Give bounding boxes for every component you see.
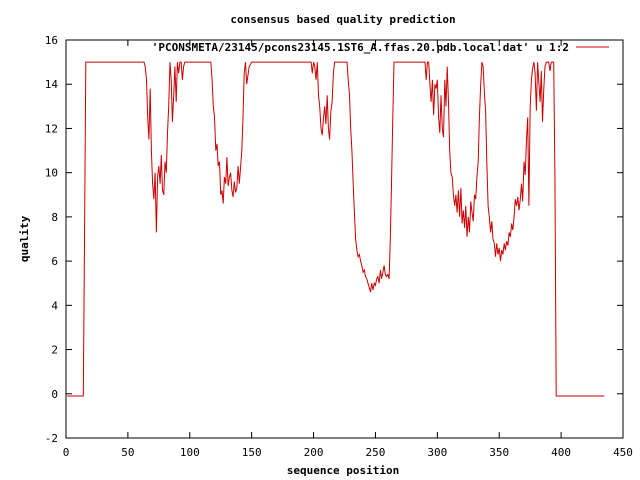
x-tick-label: 350	[489, 446, 509, 459]
x-tick-label: 200	[304, 446, 324, 459]
y-tick-label: 6	[51, 255, 58, 268]
plot-frame	[65, 39, 624, 439]
chart-title: consensus based quality prediction	[230, 13, 455, 26]
x-tick-label: 300	[427, 446, 447, 459]
x-tick-label: 450	[613, 446, 633, 459]
x-axis: 0 50 100 150 200 250 300 350 400 450	[63, 40, 633, 459]
y-axis-label: quality	[18, 215, 31, 262]
x-tick-label: 100	[180, 446, 200, 459]
y-tick-label: 14	[45, 78, 59, 91]
y-tick-label: 12	[45, 122, 58, 135]
x-tick-label: 250	[366, 446, 386, 459]
y-tick-label: 8	[51, 211, 58, 224]
y-axis: -2 0 2 4 6 8 10 12 14 16	[45, 34, 623, 445]
legend: 'PCONSMETA/23145/pcons23145.1ST6_A.ffas.…	[152, 41, 609, 54]
x-tick-label: 0	[63, 446, 70, 459]
y-tick-label: -2	[45, 432, 58, 445]
legend-entry-label: 'PCONSMETA/23145/pcons23145.1ST6_A.ffas.…	[152, 41, 569, 54]
y-tick-label: 0	[51, 388, 58, 401]
y-tick-label: 4	[51, 299, 58, 312]
y-tick-label: 2	[51, 344, 58, 357]
x-tick-label: 50	[121, 446, 134, 459]
x-tick-label: 400	[551, 446, 571, 459]
y-tick-label: 16	[45, 34, 58, 47]
x-tick-label: 150	[242, 446, 262, 459]
y-tick-label: 10	[45, 167, 58, 180]
x-axis-label: sequence position	[287, 464, 400, 477]
series-line	[67, 61, 605, 397]
